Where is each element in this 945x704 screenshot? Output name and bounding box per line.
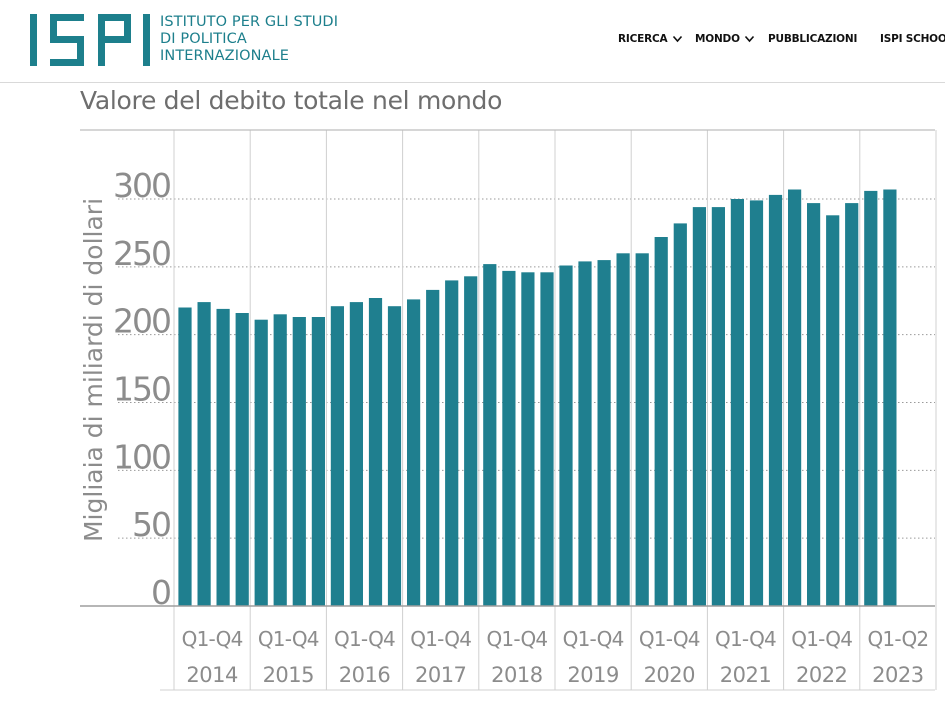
bar (540, 272, 554, 606)
bar (692, 207, 706, 606)
x-tick-label-year: 2016 (339, 663, 391, 687)
bar (445, 280, 459, 606)
bar (273, 314, 287, 606)
x-tick-label-period: Q1-Q4 (182, 627, 243, 651)
y-tick-label: 100 (113, 437, 170, 476)
x-tick-label-period: Q1-Q4 (639, 627, 700, 651)
logo-text-line: ISTITUTO PER GLI STUDI (160, 14, 339, 30)
x-tick-label-year: 2022 (796, 663, 847, 687)
bar (292, 317, 306, 606)
x-tick-label-year: 2014 (186, 663, 238, 687)
bar (349, 302, 363, 606)
bar (597, 260, 611, 606)
nav-item-pubblicazioni[interactable]: PUBBLICAZIONI (768, 33, 858, 45)
x-tick-label-year: 2015 (263, 663, 314, 687)
bar (197, 302, 211, 606)
x-tick-label-year: 2023 (872, 663, 923, 687)
x-tick-label-year: 2019 (567, 663, 618, 687)
nav-item-ispi-school[interactable]: ISPI SCHOOL (880, 33, 945, 45)
x-tick-label-year: 2020 (644, 663, 695, 687)
ispi-logo[interactable] (28, 12, 152, 68)
bar (788, 189, 802, 606)
bar (673, 223, 687, 606)
nav-item-mondo[interactable]: MONDO (695, 33, 740, 45)
nav-item-ricerca[interactable]: RICERCA (618, 33, 668, 45)
x-tick-label-period: Q1-Q2 (867, 627, 928, 651)
x-tick-label-period: Q1-Q4 (715, 627, 776, 651)
chevron-down-icon[interactable] (744, 34, 755, 44)
bar (711, 207, 725, 606)
bar (578, 261, 592, 606)
bar (387, 306, 402, 606)
bar (311, 317, 325, 606)
y-tick-label: 300 (113, 166, 170, 205)
x-tick-label-period: Q1-Q4 (563, 627, 624, 651)
chart-title: Valore del debito totale nel mondo (80, 86, 503, 115)
bar (178, 307, 192, 606)
bar (216, 308, 230, 606)
y-tick-label: 200 (113, 302, 170, 341)
x-tick-label-year: 2018 (491, 663, 542, 687)
chevron-down-icon[interactable] (672, 34, 683, 44)
x-tick-label-year: 2021 (720, 663, 771, 687)
x-tick-label-period: Q1-Q4 (258, 627, 319, 651)
bar (426, 289, 440, 606)
x-tick-label-year: 2017 (415, 663, 466, 687)
y-tick-label: 250 (113, 234, 170, 273)
bar (635, 253, 649, 607)
bar (864, 190, 878, 606)
bar (807, 203, 821, 606)
bar (521, 272, 535, 606)
bar (730, 199, 744, 606)
bar (464, 276, 478, 606)
bar (883, 189, 897, 606)
y-axis-label: Migliaia di miliardi di dollari (79, 198, 108, 542)
bar (768, 194, 783, 606)
bar (235, 313, 249, 606)
bar (502, 270, 516, 606)
bar (559, 265, 573, 606)
bar (616, 253, 630, 607)
bar (826, 215, 840, 607)
bar (407, 299, 421, 606)
bar (654, 237, 668, 606)
x-tick-label-period: Q1-Q4 (410, 627, 471, 651)
bar (845, 203, 859, 606)
y-tick-label: 150 (113, 370, 170, 409)
x-tick-label-period: Q1-Q4 (334, 627, 395, 651)
x-tick-label-period: Q1-Q4 (791, 627, 852, 651)
y-tick-label: 50 (132, 505, 170, 544)
bar (483, 264, 497, 606)
bar (368, 298, 383, 606)
bar (330, 306, 344, 606)
bar (749, 200, 764, 606)
x-tick-label-period: Q1-Q4 (486, 627, 547, 651)
site-header: ISTITUTO PER GLI STUDI DI POLITICA INTER… (0, 0, 945, 83)
bar (254, 319, 268, 606)
logo-institute-name[interactable]: ISTITUTO PER GLI STUDI DI POLITICA INTER… (160, 14, 338, 65)
y-tick-label: 0 (151, 573, 170, 612)
logo-text-line: INTERNAZIONALE (160, 48, 290, 64)
logo-text-line: DI POLITICA (160, 31, 247, 47)
